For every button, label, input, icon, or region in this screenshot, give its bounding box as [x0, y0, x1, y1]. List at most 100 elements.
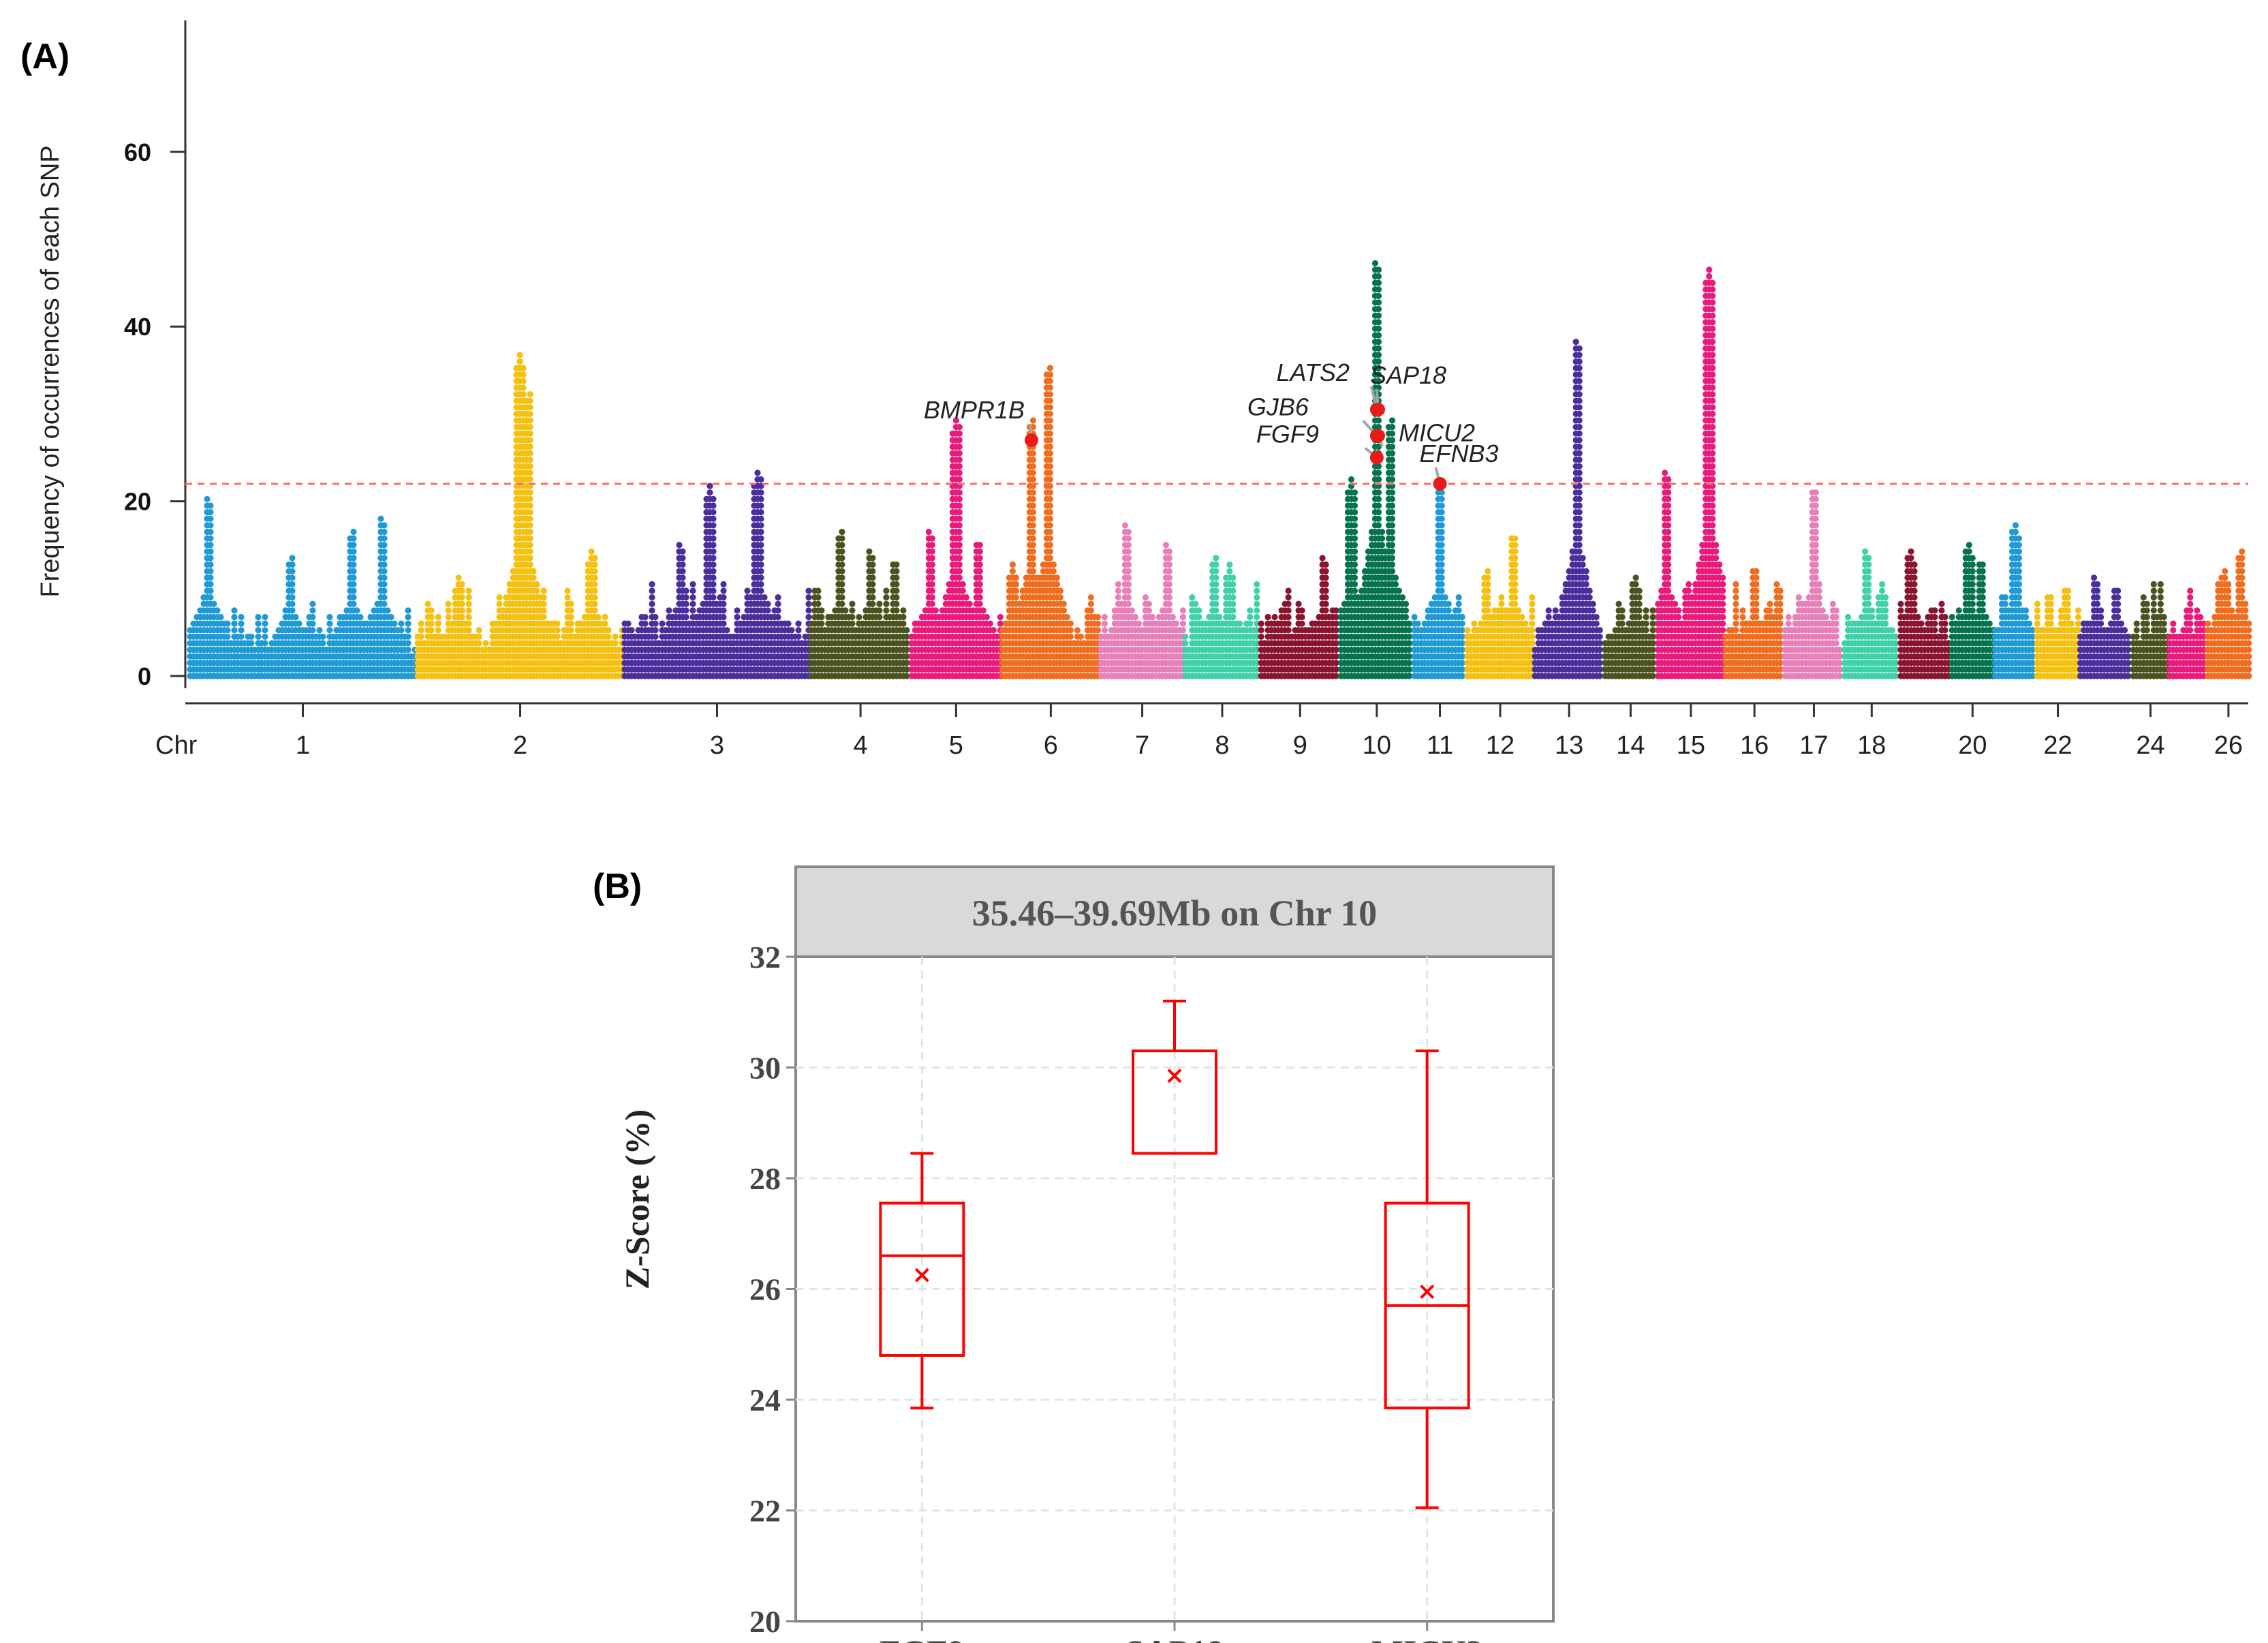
chr-1-points — [187, 495, 418, 679]
snp-point — [568, 627, 574, 634]
snp-point — [207, 594, 214, 601]
snp-point — [1166, 568, 1172, 574]
snp-point — [238, 620, 245, 627]
snp-point — [900, 607, 907, 614]
snp-point — [465, 627, 472, 634]
snp-point — [805, 594, 812, 601]
snp-point — [381, 561, 388, 568]
snp-point — [1285, 620, 1292, 627]
snp-point — [207, 535, 214, 542]
snp-point — [710, 587, 717, 594]
snp-point — [527, 528, 533, 536]
snp-point — [1226, 561, 1233, 568]
chr-7-points — [1098, 522, 1186, 679]
snp-point — [805, 613, 812, 621]
snp-point — [350, 555, 357, 562]
snp-point — [758, 528, 764, 536]
snp-point — [1351, 528, 1358, 536]
snp-point — [1388, 443, 1396, 450]
snp-point — [1388, 548, 1396, 555]
snp-point — [1046, 365, 1053, 371]
snp-point — [976, 587, 983, 594]
snp-point — [384, 607, 391, 614]
snp-point — [1125, 587, 1132, 594]
snp-point — [289, 574, 296, 581]
snp-point — [839, 568, 845, 574]
snp-point — [354, 607, 360, 614]
snp-point — [1012, 581, 1019, 588]
snp-point — [1402, 607, 1410, 614]
snp-point — [956, 568, 963, 574]
snp-point — [207, 561, 214, 568]
snp-point — [758, 561, 764, 568]
panel-a-label: (A) — [20, 37, 69, 76]
snp-point — [1247, 607, 1254, 614]
snp-point — [381, 581, 388, 588]
snp-point — [1230, 594, 1237, 601]
snp-point — [856, 613, 863, 621]
snp-point — [289, 555, 296, 562]
snp-point — [689, 600, 696, 607]
snp-point — [1299, 613, 1305, 621]
snp-point — [754, 470, 761, 476]
snp-point — [405, 613, 411, 621]
snp-point — [465, 600, 472, 607]
snp-point — [554, 633, 561, 640]
snp-point — [326, 620, 333, 627]
snp-point — [1182, 633, 1189, 640]
snp-point — [1388, 535, 1396, 542]
snp-point — [997, 613, 1004, 621]
snp-point — [815, 600, 822, 607]
snp-point — [1046, 542, 1053, 549]
snp-point — [1009, 561, 1016, 568]
snp-point — [1166, 607, 1172, 614]
snp-point — [1285, 627, 1292, 634]
snp-point — [1378, 535, 1386, 542]
snp-point — [1029, 568, 1036, 574]
snp-point — [1067, 633, 1074, 640]
snp-point — [976, 600, 983, 607]
snp-point — [476, 633, 482, 640]
snp-point — [1046, 424, 1053, 431]
snp-point — [758, 502, 764, 509]
snp-point — [710, 542, 717, 549]
snp-point — [554, 627, 561, 634]
snp-point — [428, 607, 435, 614]
snp-point — [459, 581, 465, 588]
snp-point — [929, 561, 935, 568]
snp-point — [255, 633, 262, 640]
x-tick-label-chr-8: 8 — [1215, 731, 1229, 760]
snp-point — [1230, 574, 1237, 581]
snp-point — [1115, 594, 1121, 601]
snp-point — [1388, 489, 1396, 496]
snp-point — [679, 568, 686, 574]
snp-point — [527, 489, 533, 496]
snp-point — [1101, 627, 1108, 634]
snp-point — [350, 581, 357, 588]
snp-point — [231, 627, 238, 634]
snp-point — [710, 574, 717, 581]
snp-point — [262, 640, 268, 647]
snp-point — [925, 528, 932, 536]
snp-point — [683, 587, 689, 594]
snp-point — [224, 620, 231, 627]
snp-point — [1351, 522, 1358, 529]
snp-point — [720, 613, 727, 621]
snp-point — [527, 417, 533, 424]
snp-point — [1213, 574, 1220, 581]
snp-point — [710, 548, 717, 555]
snp-point — [1438, 535, 1445, 542]
snp-point — [207, 502, 214, 509]
snp-point — [289, 607, 296, 614]
snp-point — [720, 594, 727, 601]
snp-point — [1351, 542, 1358, 549]
y-axis-label: Frequency of occurrences of each SNP — [36, 145, 65, 597]
snp-point — [1438, 528, 1445, 536]
snp-point — [1438, 555, 1445, 562]
snp-point — [214, 607, 221, 614]
snp-point — [959, 587, 966, 594]
snp-point — [520, 378, 527, 384]
x-tick-label-chr-24: 24 — [2136, 731, 2164, 760]
snp-point — [1438, 587, 1445, 594]
snp-point — [1094, 613, 1101, 621]
